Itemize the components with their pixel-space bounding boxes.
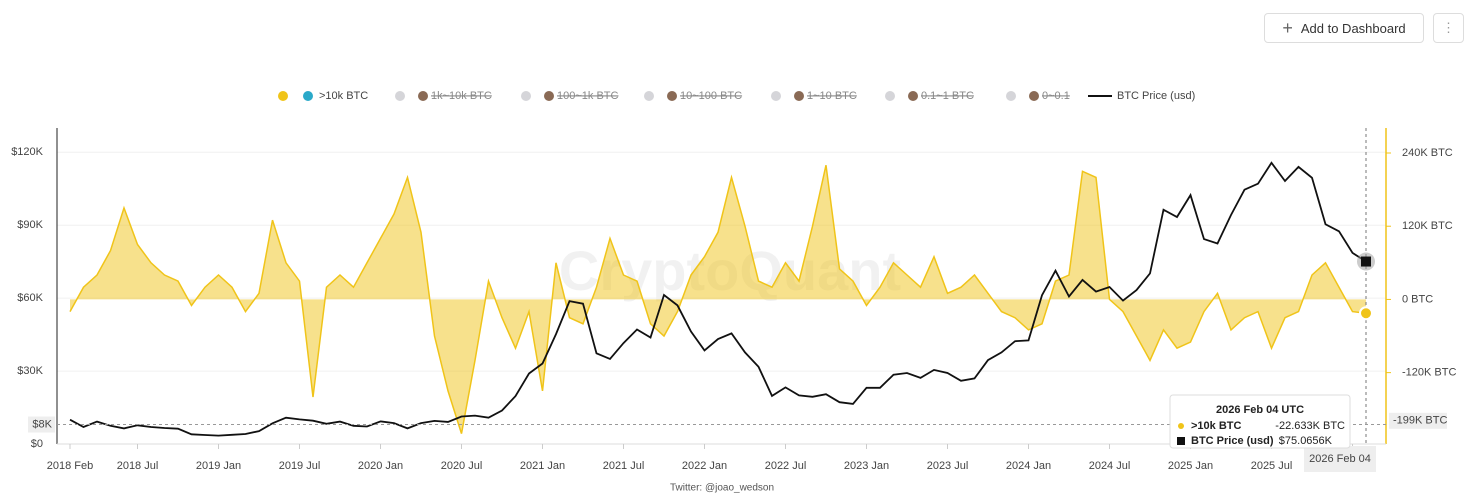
x-tick-label: 2021 Jul — [603, 460, 645, 472]
series-line — [69, 165, 1367, 434]
legend-label-hidden: 0~0.1 — [1042, 90, 1070, 102]
x-tick-label: 2019 Jul — [279, 460, 321, 472]
y2-reference-label: -199K BTC — [1393, 415, 1447, 427]
x-tick-label: 2018 Feb — [47, 460, 93, 472]
legend-icon — [544, 91, 554, 101]
x-tick-label: 2022 Jul — [765, 460, 807, 472]
legend-label-hidden: 1~10 BTC — [807, 90, 857, 102]
x-tick-label: 2024 Jan — [1006, 460, 1051, 472]
legend-label-hidden: 1k~10k BTC — [431, 90, 492, 102]
legend-marker — [885, 91, 895, 101]
end-marker — [1359, 306, 1373, 321]
y2-tick-label: 240K BTC — [1402, 147, 1453, 159]
legend-icon — [303, 91, 313, 101]
x-tick-label: 2022 Jan — [682, 460, 727, 472]
legend-marker — [521, 91, 531, 101]
y2-tick-label: 0 BTC — [1402, 293, 1433, 305]
legend-icon — [418, 91, 428, 101]
reference-label: $8K — [32, 418, 52, 430]
crosshair-x-label: 2026 Feb 04 — [1309, 453, 1371, 465]
x-tick-label: 2025 Jan — [1168, 460, 1213, 472]
legend-marker — [1006, 91, 1016, 101]
y-tick-label: $120K — [11, 146, 43, 158]
y2-tick-label: -120K BTC — [1402, 367, 1456, 379]
legend-icon — [667, 91, 677, 101]
tooltip-swatch — [1178, 423, 1184, 429]
legend-icon — [1029, 91, 1039, 101]
legend-marker — [771, 91, 781, 101]
x-tick-label: 2023 Jan — [844, 460, 889, 472]
x-tick-label: 2020 Jan — [358, 460, 403, 472]
legend-label-hidden: 100~1k BTC — [557, 90, 619, 102]
tooltip-value: -22.633K BTC — [1275, 420, 1345, 432]
y-tick-label: $60K — [17, 292, 43, 304]
tooltip-value: $75.0656K — [1279, 435, 1333, 447]
crosshair-x-box — [1304, 446, 1376, 472]
x-tick-label: 2021 Jan — [520, 460, 565, 472]
plus-icon: + — [1282, 17, 1293, 38]
legend-label: >10k BTC — [319, 90, 368, 102]
button-label: Add to Dashboard — [1300, 20, 1406, 36]
tooltip-swatch — [1177, 437, 1185, 445]
legend-label-hidden: 0.1~1 BTC — [921, 90, 974, 102]
y-tick-label: $0 — [31, 438, 43, 450]
legend-label: BTC Price (usd) — [1117, 90, 1195, 102]
end-marker — [1361, 256, 1371, 267]
x-tick-label: 2023 Jul — [927, 460, 969, 472]
legend-marker — [644, 91, 654, 101]
legend-marker — [278, 91, 288, 101]
tooltip-title: 2026 Feb 04 UTC — [1216, 404, 1304, 416]
legend-marker — [395, 91, 405, 101]
series-line — [69, 161, 1367, 437]
legend-icon — [794, 91, 804, 101]
menu-button[interactable]: ⋮ — [1433, 13, 1464, 43]
area-fill — [70, 165, 1366, 434]
y2-tick-label: 120K BTC — [1402, 220, 1453, 232]
legend-icon — [908, 91, 918, 101]
x-tick-label: 2018 Jul — [117, 460, 159, 472]
x-tick-label: 2019 Jan — [196, 460, 241, 472]
x-tick-label: 2025 Jul — [1251, 460, 1293, 472]
tooltip-name: >10k BTC — [1191, 420, 1241, 432]
x-tick-label: 2020 Jul — [441, 460, 483, 472]
y-tick-label: $90K — [17, 219, 43, 231]
add-to-dashboard[interactable]: + Add to Dashboard — [1264, 13, 1424, 43]
tooltip-name: BTC Price (usd) — [1191, 435, 1274, 447]
y2-reference-label-box — [1389, 412, 1447, 429]
tooltip-box — [1169, 394, 1351, 449]
source: Twitter: @joao_wedson — [670, 483, 774, 494]
reference-label-box — [28, 416, 55, 433]
legend-label-hidden: 10~100 BTC — [680, 90, 742, 102]
y-tick-label: $30K — [17, 365, 43, 377]
x-tick-label: 2024 Jul — [1089, 460, 1131, 472]
